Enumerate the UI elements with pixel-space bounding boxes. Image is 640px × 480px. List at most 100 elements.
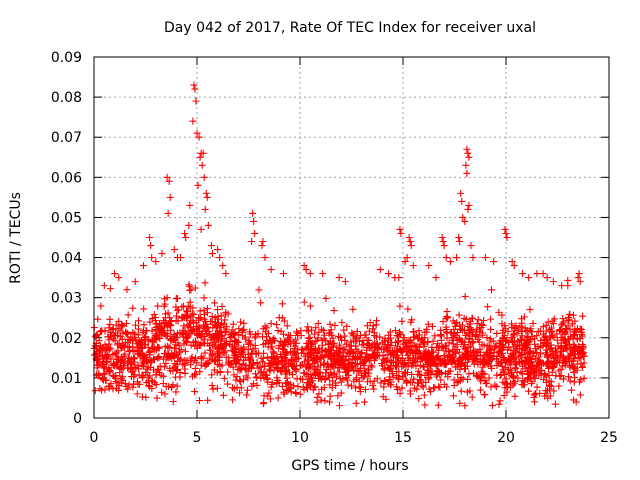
data-point — [242, 372, 250, 380]
data-point — [214, 312, 222, 320]
data-point — [500, 392, 508, 400]
data-point — [338, 336, 346, 344]
data-point — [114, 362, 122, 370]
data-point — [211, 299, 219, 307]
data-point — [547, 382, 555, 390]
data-point — [286, 385, 294, 393]
data-point — [566, 377, 574, 385]
data-point — [373, 352, 381, 360]
data-point — [453, 254, 461, 262]
data-point — [107, 355, 115, 363]
data-point — [414, 367, 422, 375]
data-point — [476, 358, 484, 366]
data-point — [567, 386, 575, 394]
data-point — [260, 392, 268, 400]
data-point — [537, 371, 545, 379]
data-point — [369, 382, 377, 390]
data-point — [129, 383, 137, 391]
data-point — [347, 346, 355, 354]
data-point — [201, 205, 209, 213]
data-point — [267, 266, 275, 274]
data-point — [553, 336, 561, 344]
data-point — [521, 341, 529, 349]
data-point — [93, 330, 101, 338]
data-point — [513, 361, 521, 369]
data-point — [138, 339, 146, 347]
data-point — [302, 363, 310, 371]
data-point — [183, 334, 191, 342]
data-point — [352, 384, 360, 392]
data-point — [439, 238, 447, 246]
data-point — [545, 357, 553, 365]
data-point — [204, 323, 212, 331]
data-point — [518, 380, 526, 388]
data-point — [229, 396, 237, 404]
data-point — [201, 349, 209, 357]
data-point — [340, 326, 348, 334]
data-point — [487, 346, 495, 354]
data-point — [196, 341, 204, 349]
data-point — [249, 209, 257, 217]
data-point — [191, 365, 199, 373]
data-point — [180, 302, 188, 310]
data-point — [303, 371, 311, 379]
data-point — [336, 375, 344, 383]
data-point — [257, 299, 265, 307]
data-point — [139, 372, 147, 380]
data-point — [564, 282, 572, 290]
data-point — [144, 335, 152, 343]
data-point — [248, 238, 256, 246]
data-point — [326, 392, 334, 400]
plot-frame — [93, 56, 610, 419]
data-point — [283, 322, 291, 330]
data-point — [170, 246, 178, 254]
data-point — [192, 319, 200, 327]
data-point — [126, 365, 134, 373]
data-point — [547, 351, 555, 359]
data-point — [541, 369, 549, 377]
data-point — [379, 393, 387, 401]
data-point — [469, 254, 477, 262]
data-point — [511, 364, 519, 372]
data-point — [566, 363, 574, 371]
data-point — [186, 330, 194, 338]
data-point — [118, 323, 126, 331]
data-point — [448, 356, 456, 364]
data-point — [336, 355, 344, 363]
data-point — [368, 351, 376, 359]
data-point — [476, 345, 484, 353]
data-point — [172, 388, 180, 396]
data-point — [484, 303, 492, 311]
data-point — [189, 304, 197, 312]
data-point — [503, 336, 511, 344]
data-point — [143, 327, 151, 335]
y-tick-label: 0.06 — [51, 170, 82, 186]
data-point — [294, 383, 302, 391]
data-point — [493, 362, 501, 370]
data-point — [304, 323, 312, 331]
data-point — [509, 381, 517, 389]
data-point — [499, 378, 507, 386]
data-point — [168, 335, 176, 343]
data-point — [179, 313, 187, 321]
data-point — [121, 380, 129, 388]
data-point — [207, 242, 215, 250]
data-point — [193, 359, 201, 367]
data-point — [330, 371, 338, 379]
data-point — [568, 362, 576, 370]
data-point — [344, 381, 352, 389]
data-point — [314, 319, 322, 327]
data-point — [386, 373, 394, 381]
data-point — [147, 242, 155, 250]
data-point — [466, 326, 474, 334]
data-point — [187, 358, 195, 366]
data-point — [525, 370, 533, 378]
data-point — [322, 294, 330, 302]
data-point — [483, 348, 491, 356]
data-point — [172, 373, 180, 381]
data-point — [420, 349, 428, 357]
data-point — [308, 339, 316, 347]
data-point — [341, 368, 349, 376]
y-axis-label: ROTI / TECUs — [8, 192, 24, 284]
data-point — [347, 358, 355, 366]
